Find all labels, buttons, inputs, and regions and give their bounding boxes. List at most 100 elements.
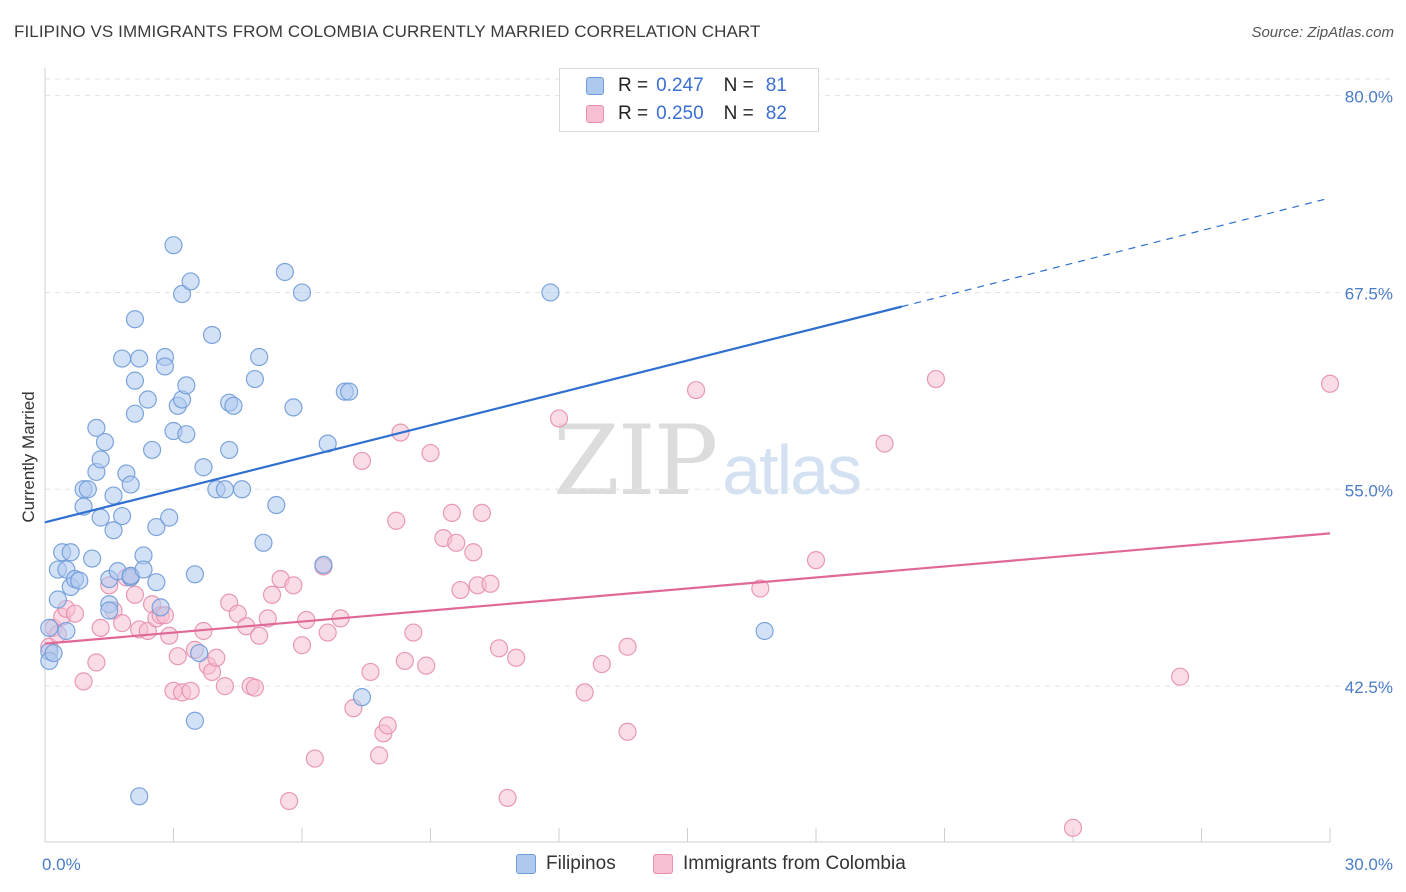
colombia-point [181,681,200,700]
colombia-point [258,609,277,628]
colombia-point [549,409,569,428]
filipinos-point [83,549,102,568]
filipinos-point [104,521,123,540]
colombia-trend-line [44,532,1331,645]
colombia-point [1063,818,1083,837]
bottom-legend-colombia: Immigrants from Colombia [653,851,906,877]
filipinos-point [151,598,170,617]
colombia-point [168,647,187,666]
filipinos-point [95,432,115,452]
colombia-point [160,626,179,645]
y-tick-label: 42.5% [1345,678,1393,697]
filipinos-point [91,450,110,469]
filipinos-point [181,272,200,291]
series-filipinos-points [40,236,774,806]
filipinos-legend-label: Filipinos [546,853,616,874]
filipinos-point [185,711,205,730]
filipinos-point [275,262,294,282]
filipinos-point [172,284,192,304]
colombia-point [507,648,526,667]
filipinos-point [190,643,209,663]
filipinos-point [112,349,132,368]
colombia-point [280,791,299,811]
legend-row-filipinos: R = 0.247 N = 81 [586,72,787,100]
filipinos-point [177,425,196,444]
colombia-point [284,576,303,595]
colombia-point [91,618,110,637]
y-axis-title: Currently Married [19,391,38,522]
filipinos-point [91,508,110,527]
filipinos-point [215,480,234,499]
colombia-point [262,585,282,604]
colombia-point [451,580,470,600]
colombia-point [74,672,93,691]
filipinos-point [755,621,774,641]
y-tick-label: 55.0% [1345,481,1393,500]
filipinos-point [125,371,145,390]
colombia-point [207,648,226,667]
colombia-point [481,574,500,593]
colombia-point [618,637,637,656]
colombia-point [875,434,894,453]
colombia-point [65,604,85,623]
filipinos-point [125,310,145,329]
filipinos-point [314,555,333,574]
legend-n-value: 82 [765,103,787,124]
filipinos-point [220,440,239,460]
colombia-point [442,503,462,522]
colombia-swatch-icon [586,105,604,123]
filipinos-point [70,571,89,590]
legend-r-value: 0.247 [656,75,704,96]
colombia-point [464,543,483,562]
trend-lines [44,197,1331,645]
filipinos-point [87,418,106,437]
colombia-point [751,579,770,598]
colombia-point [361,662,380,682]
colombia-point [618,722,637,741]
colombia-point [417,656,436,675]
legend-r-label: R = [618,75,649,96]
legend-n-label: N = [723,75,754,96]
bottom-legend-filipinos: Filipinos [516,851,616,877]
colombia-point [926,369,946,389]
legend-n-value: 81 [765,75,787,96]
filipinos-point [284,398,303,417]
colombia-point [498,788,517,808]
colombia-point [305,749,324,768]
filipinos-point [194,458,213,477]
colombia-point [592,654,611,674]
filipinos-point [142,440,162,460]
colombia-point [352,451,372,471]
colombia-point [378,716,397,735]
filipinos-point [232,480,252,499]
filipinos-point [164,236,183,255]
colombia-point [87,653,106,672]
colombia-point [472,503,491,522]
filipinos-point [130,787,149,806]
correlation-legend: R = 0.247 N = 81 R = 0.250 N = 82 [559,68,819,132]
filipinos-point [134,560,153,579]
y-tick-label: 80.0% [1345,88,1393,107]
x-tick-label-min: 0.0% [42,855,81,874]
filipinos-trend-line [44,305,902,524]
filipinos-point [160,508,179,527]
filipinos-point [147,517,166,537]
colombia-point [318,623,337,642]
colombia-point [395,651,414,671]
watermark-zip: ZIP [553,405,718,517]
chart-title: FILIPINO VS IMMIGRANTS FROM COLOMBIA CUR… [14,22,761,41]
colombia-point [370,746,389,765]
filipinos-point [267,495,286,515]
colombia-legend-label: Immigrants from Colombia [683,853,906,874]
filipinos-point [44,643,63,663]
filipinos-point [292,283,312,302]
legend-row-colombia: R = 0.250 N = 82 [586,100,787,128]
filipinos-legend-icon [516,854,536,874]
colombia-point [292,636,312,655]
filipinos-point [61,543,80,562]
colombia-legend-icon [653,854,673,874]
colombia-point [245,678,264,697]
colombia-point [1320,374,1340,393]
filipinos-point [352,688,372,707]
